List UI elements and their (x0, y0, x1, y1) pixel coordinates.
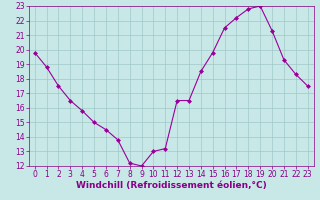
X-axis label: Windchill (Refroidissement éolien,°C): Windchill (Refroidissement éolien,°C) (76, 181, 267, 190)
